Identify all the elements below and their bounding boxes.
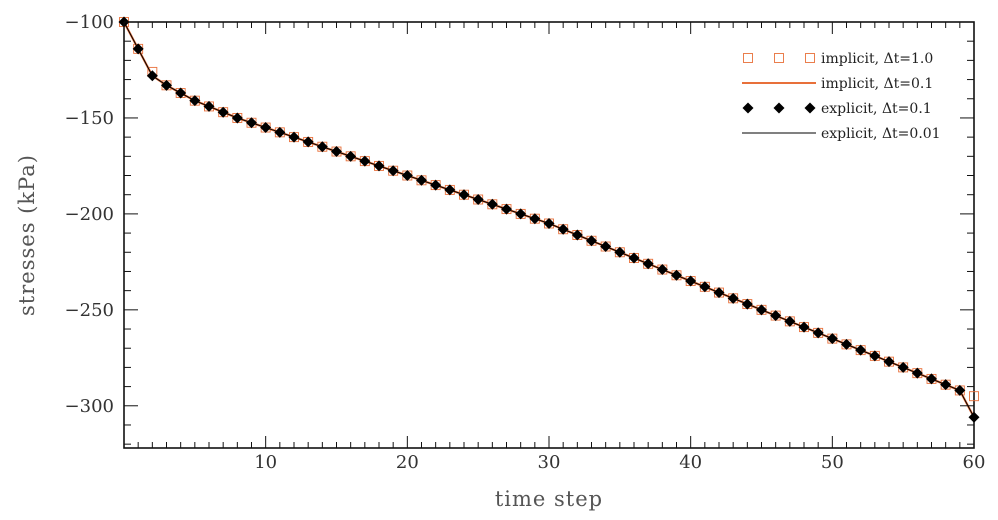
series-2: [118, 16, 980, 423]
y-tick-label: −300: [65, 396, 114, 417]
legend-entry: explicit, Δt=0.01: [742, 126, 941, 142]
y-tick-label: −100: [65, 12, 114, 33]
x-tick-label: 40: [679, 452, 702, 473]
series-line: [123, 21, 975, 418]
legend-square-swatch: [743, 53, 753, 63]
series-3: [123, 21, 975, 418]
legend: implicit, Δt=1.0 implicit, Δt=0.1 explicit…: [742, 51, 941, 142]
legend-diamond-swatch: [742, 102, 754, 114]
x-tick-label: 60: [963, 452, 986, 473]
plot-area: [118, 16, 980, 449]
y-tick-label: −150: [65, 108, 114, 129]
legend-entry: implicit, Δt=0.1: [742, 76, 933, 92]
y-tick-label: −200: [65, 204, 114, 225]
x-tick-label: 10: [254, 452, 277, 473]
x-tick-label: 50: [821, 452, 844, 473]
legend-label: explicit, Δt=0.01: [821, 126, 941, 142]
legend-label: explicit, Δt=0.1: [821, 101, 932, 117]
x-axis-title: time step: [495, 487, 603, 511]
legend-diamond-swatch: [773, 102, 785, 114]
legend-entry: implicit, Δt=1.0: [743, 51, 933, 67]
x-tick-label: 20: [396, 452, 419, 473]
x-axis: 10 20 30 40 50 60: [123, 22, 986, 473]
legend-entry: explicit, Δt=0.1: [742, 101, 932, 117]
legend-square-swatch: [805, 53, 815, 63]
x-tick-label: 30: [538, 452, 561, 473]
data-point-square: [969, 391, 979, 402]
y-tick-label: −250: [65, 300, 114, 321]
legend-square-swatch: [774, 53, 784, 63]
y-axis: −100 −150 −200 −250 −300: [65, 12, 974, 445]
legend-label: implicit, Δt=0.1: [821, 76, 933, 92]
y-axis-title: stresses (kPa): [15, 154, 39, 316]
legend-label: implicit, Δt=1.0: [821, 51, 933, 67]
legend-diamond-swatch: [804, 102, 816, 114]
